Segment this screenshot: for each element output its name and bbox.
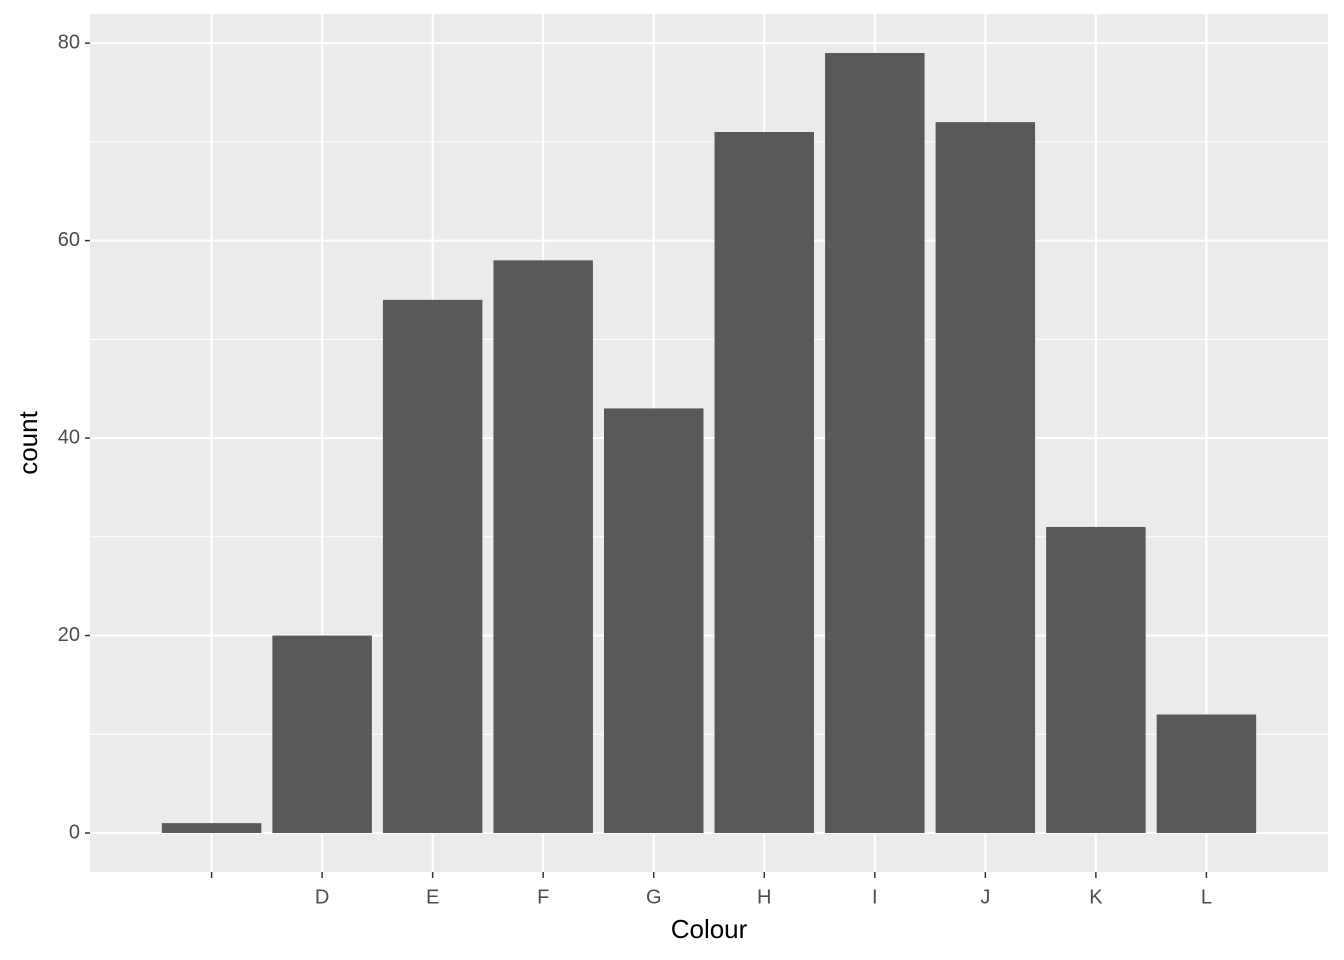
bars	[161, 53, 1257, 834]
bar	[161, 823, 262, 833]
bar	[1156, 714, 1257, 833]
bar	[935, 122, 1036, 834]
x-tick-label: I	[872, 886, 878, 908]
x-tick-label: L	[1201, 886, 1212, 908]
bar	[825, 53, 925, 833]
bar	[493, 260, 593, 833]
y-axis-title: count	[13, 410, 43, 474]
x-tick-label: D	[315, 886, 329, 908]
y-tick-label: 20	[58, 624, 80, 646]
x-tick-label: F	[537, 886, 549, 908]
y-tick-label: 40	[58, 426, 80, 448]
x-tick-label: G	[646, 886, 662, 908]
y-tick-label: 80	[58, 31, 80, 53]
bar	[272, 635, 372, 833]
x-tick-label: J	[980, 886, 990, 908]
bar	[382, 299, 483, 833]
x-tick-label: H	[757, 886, 771, 908]
bar	[1046, 526, 1146, 833]
x-tick-label: K	[1089, 886, 1103, 908]
x-axis-title: Colour	[671, 914, 748, 944]
bar	[603, 408, 704, 833]
y-tick-label: 60	[58, 229, 80, 251]
x-tick-label: E	[426, 886, 439, 908]
y-tick-label: 0	[69, 821, 80, 843]
bar	[714, 131, 815, 834]
